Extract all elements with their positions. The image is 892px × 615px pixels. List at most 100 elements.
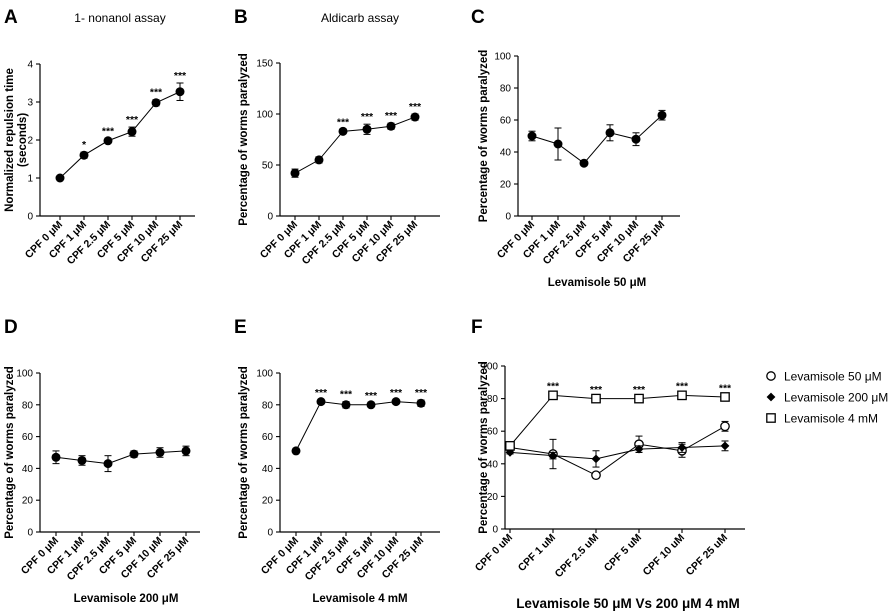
significance-label: ***	[102, 125, 115, 137]
series-levamisole-4-mm: *** *** *** *** ***	[505, 381, 732, 451]
chart-title: Aldicarb assay	[321, 11, 399, 25]
y-tick-label: 20	[22, 496, 34, 507]
significance-label: ***	[315, 387, 328, 399]
legend: Levamisole 50 μM Levamisole 200 μM Levamis…	[766, 370, 888, 426]
data-point	[548, 390, 558, 401]
y-tick-label: 60	[500, 116, 512, 127]
data-point	[553, 139, 563, 149]
y-tick-label: 80	[262, 400, 274, 411]
significance-label: ***	[676, 381, 689, 393]
y-axis-label: Percentage of worms paralyzed	[478, 50, 490, 223]
series-levamisole-200-m	[51, 445, 191, 473]
y-axis-label: Percentage of worms paralyzed	[4, 366, 16, 539]
legend-item: Levamisole 4 mM	[766, 412, 878, 426]
data-point	[338, 126, 348, 136]
x-axis-label: Levamisole 4 mM	[312, 593, 407, 605]
significance-label: ***	[409, 101, 422, 113]
data-point	[155, 448, 165, 457]
data-point	[151, 98, 161, 108]
panel-label-b: B	[234, 7, 248, 28]
data-point	[127, 127, 137, 137]
series-line	[55, 450, 187, 465]
significance-label: ***	[590, 384, 603, 396]
chart-title: 1- nonanol assay	[74, 11, 165, 25]
data-point	[720, 421, 730, 432]
y-tick-label: 60	[22, 432, 34, 443]
significance-label: ***	[337, 116, 350, 128]
data-point	[129, 449, 139, 459]
data-point	[634, 393, 644, 404]
data-point	[181, 446, 191, 456]
data-point	[314, 155, 324, 165]
significance-label: ***	[365, 390, 378, 402]
panel-label-d: D	[4, 317, 18, 338]
data-point	[591, 454, 601, 464]
data-point	[677, 390, 687, 401]
series-line	[509, 394, 726, 447]
data-point	[591, 393, 601, 404]
y-tick-label: 0	[27, 528, 33, 539]
x-tick-label: CPF 10 uM	[641, 531, 688, 578]
y-tick-label: 0	[267, 212, 273, 223]
y-tick-label: 20	[500, 180, 512, 191]
y-tick-label: 100	[481, 362, 498, 373]
y-tick-label: 0	[27, 212, 33, 223]
panel-label-a: A	[4, 7, 18, 28]
y-tick-label: 20	[262, 496, 274, 507]
y-tick-label: 0	[505, 212, 511, 223]
legend-label: Levamisole 50 μM	[784, 370, 882, 384]
panel-c: C 0 20 40 60 80 100 Percentage of worms paralyz…	[471, 7, 680, 289]
y-tick-label: 50	[262, 161, 274, 172]
y-tick-label: 60	[487, 427, 499, 438]
significance-label: ***	[126, 114, 139, 126]
data-point	[677, 443, 687, 452]
y-tick-label: 60	[262, 432, 274, 443]
significance-label: *	[82, 139, 87, 151]
x-tick-label: CPF 2.5 uM	[553, 531, 602, 580]
panel-label-e: E	[234, 317, 247, 338]
data-point	[341, 400, 351, 410]
data-point	[79, 150, 89, 160]
y-tick-label: 0	[492, 525, 498, 536]
significance-label: ***	[390, 387, 403, 399]
series-levamisole-200-m	[505, 440, 730, 468]
y-tick-label: 40	[262, 464, 274, 475]
series-line	[509, 425, 726, 476]
y-tick-label: 0	[267, 528, 273, 539]
data-point	[291, 446, 301, 456]
data-point	[657, 110, 667, 120]
data-point	[505, 441, 515, 451]
data-point	[175, 87, 185, 97]
series-1-nonanol: *************	[55, 70, 187, 183]
series-line	[295, 401, 422, 452]
significance-label: ***	[547, 381, 560, 393]
y-tick-label: 100	[256, 110, 273, 121]
y-tick-label: 150	[256, 59, 273, 70]
y-tick-label: 80	[500, 84, 512, 95]
y-tick-label: 40	[500, 148, 512, 159]
significance-label: ***	[385, 110, 398, 122]
data-point	[634, 444, 644, 454]
panel-b: B Aldicarb assay 0 50 100 150 Percentage of wo…	[234, 7, 440, 267]
significance-label: ***	[633, 384, 646, 396]
data-point	[77, 455, 87, 465]
y-tick-label: 20	[487, 492, 499, 503]
legend-marker	[766, 392, 776, 402]
x-tick-label: CPF 0 uM	[473, 531, 515, 573]
series-line	[294, 116, 416, 174]
y-tick-label: 100	[494, 52, 511, 63]
data-point	[591, 470, 601, 481]
y-tick-label: 2	[27, 136, 33, 147]
data-point	[362, 124, 372, 134]
series-aldicarb: *** *** *** ***	[290, 101, 422, 178]
data-point	[55, 173, 65, 183]
y-tick-label: 4	[27, 60, 33, 71]
data-point	[290, 168, 300, 178]
significance-label: ***	[174, 70, 187, 82]
y-tick-label: 40	[487, 459, 499, 470]
significance-label: ***	[340, 389, 353, 401]
y-tick-label: 100	[16, 369, 33, 380]
series-line	[531, 114, 663, 164]
